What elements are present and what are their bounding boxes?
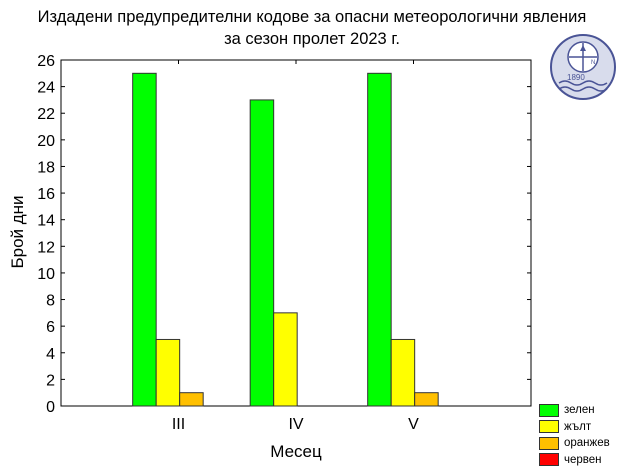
y-tick-label: 24 — [37, 80, 55, 97]
y-tick-label: 14 — [37, 213, 55, 230]
legend-swatch — [539, 453, 559, 466]
svg-text:N: N — [591, 60, 595, 66]
legend-label: оранжев — [564, 437, 610, 449]
bar-оранжев-III — [179, 392, 204, 407]
nimh-logo: N 1890 — [550, 34, 616, 100]
logo-year: 1890 — [567, 73, 585, 82]
legend-swatch — [539, 436, 559, 450]
y-tick-label: 22 — [37, 106, 55, 123]
y-tick-label: 18 — [37, 159, 55, 176]
legend: зелен жълт оранжев червен — [539, 402, 610, 468]
legend-swatch — [539, 403, 559, 417]
y-tick-label: 4 — [46, 346, 55, 363]
legend-item: жълт — [539, 419, 610, 435]
y-axis-label: Брой дни — [8, 195, 27, 269]
y-tick-label: 10 — [37, 266, 55, 283]
y-tick-label: 12 — [37, 239, 55, 256]
bar-зелен-III — [132, 72, 157, 407]
y-tick-label: 6 — [46, 319, 55, 336]
x-tick-label: IV — [288, 416, 303, 433]
bar-жълт-V — [390, 338, 416, 407]
legend-label: жълт — [564, 420, 592, 433]
bar-жълт-IV — [273, 312, 298, 407]
x-axis-label: Месец — [270, 442, 322, 461]
legend-item: червен — [539, 452, 610, 468]
y-tick-label: 20 — [37, 133, 55, 150]
y-tick-label: 26 — [37, 53, 55, 70]
legend-item: зелен — [539, 402, 610, 418]
y-tick-label: 8 — [46, 293, 55, 310]
chart-title-line-1: Издадени предупредителни кодове за опасн… — [37, 8, 587, 26]
x-tick-label: V — [408, 416, 419, 433]
y-tick-label: 16 — [37, 186, 55, 203]
legend-item: оранжев — [539, 435, 610, 451]
x-tick-label: III — [172, 416, 185, 433]
bar-жълт-III — [155, 338, 181, 407]
legend-label: червен — [564, 453, 602, 466]
legend-label: зелен — [564, 404, 595, 416]
chart-title-line-2: за сезон пролет 2023 г. — [224, 30, 400, 48]
y-tick-label: 0 — [46, 399, 55, 416]
legend-swatch — [539, 420, 559, 433]
logo-waves — [558, 80, 608, 92]
bar-зелен-V — [367, 72, 392, 407]
y-tick-label: 2 — [46, 372, 55, 389]
bar-зелен-IV — [249, 99, 275, 407]
bar-оранжев-V — [414, 392, 439, 407]
